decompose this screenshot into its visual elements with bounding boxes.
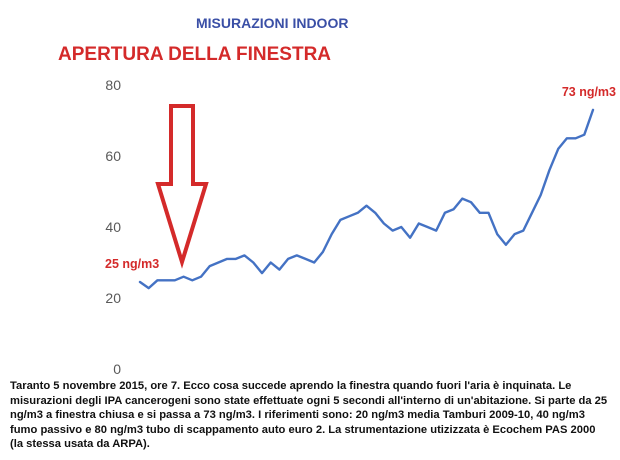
line-layer [138,108,595,290]
y-tick-label: 40 [105,219,121,235]
series-line [138,108,595,290]
header-title: MISURAZIONI INDOOR [196,15,349,31]
arrow-layer [155,104,209,269]
window-opening-arrow [155,104,209,269]
chart-title: APERTURA DELLA FINESTRA [58,44,332,65]
y-tick-label: 20 [105,290,121,306]
caption-text: Taranto 5 novembre 2015, ore 7. Ecco cos… [10,380,608,451]
y-tick-label: 60 [105,148,121,164]
axis-layer: 0 20 40 60 80 [105,77,121,377]
y-tick-label: 80 [105,77,121,93]
annotation-start-value: 25 ng/m3 [105,257,159,271]
annotation-end-value: 73 ng/m3 [562,85,616,99]
y-tick-label: 0 [113,361,121,377]
label-layer: 25 ng/m3 73 ng/m3 [105,85,616,271]
